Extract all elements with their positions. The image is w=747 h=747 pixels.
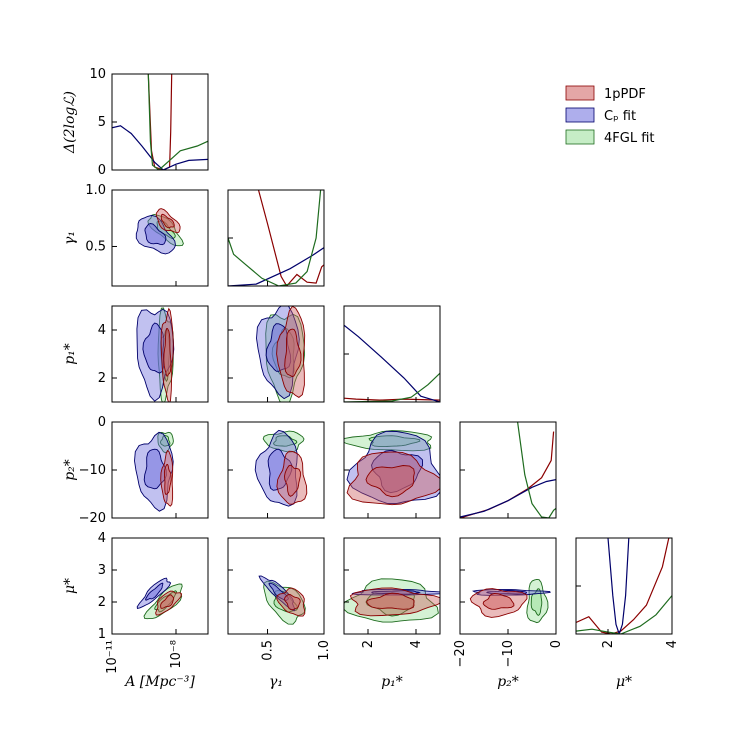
x-tick-A: 10⁻¹¹	[105, 640, 120, 674]
x-tick-p1: 4	[409, 640, 424, 648]
x-label-mu: μ*	[616, 674, 632, 690]
x-tick-p2: −20	[453, 640, 468, 667]
contour-68-c_p-fit	[268, 582, 289, 601]
contour-68-4fgl-fit	[160, 435, 171, 447]
profile-c_p-fit-A	[112, 125, 208, 170]
y-label-gamma1: γ₁	[62, 231, 78, 245]
panel-mu-vs-p1: 2 4 p₁*	[343, 537, 441, 690]
contour-68-1ppdf	[160, 213, 175, 229]
profile-4fgl-fit-p2	[517, 422, 556, 518]
contour-68-1ppdf	[366, 592, 415, 610]
contour-68-c_p-fit	[142, 322, 165, 374]
panel-mu-vs-gamma1: 0.5 1.0 γ₁	[227, 537, 332, 690]
y-tick-p1: 2	[98, 371, 106, 386]
profile-4fgl-fit-gamma1	[228, 190, 322, 286]
contour-68-c_p-fit	[265, 323, 292, 372]
contour-68-4fgl-fit	[272, 435, 298, 447]
contour-68-c_p-fit	[144, 223, 167, 246]
legend-label-c_p-fit: Cₚ fit	[604, 109, 636, 124]
legend-label-4fgl-fit: 4FGL fit	[604, 131, 654, 146]
panels: 0510Δ(2logℒ)0.51.0γ₁24p₁*−20−100p₂*10⁻¹¹…	[62, 67, 680, 690]
contour-68-1ppdf	[482, 592, 515, 610]
x-tick-p2: 0	[549, 640, 564, 648]
y-label-mu: μ*	[62, 578, 78, 594]
legend-swatch-4fgl-fit	[565, 129, 595, 145]
panel-p2-vs-gamma1	[227, 421, 325, 519]
panel-gamma1-vs-A: 0.5 1.0 γ₁	[62, 183, 209, 287]
y-tick-p1: 4	[98, 323, 106, 338]
x-tick-gamma1: 1.0	[317, 640, 332, 661]
y-tick-profile: 0	[98, 163, 106, 178]
x-tick-p2: −10	[501, 640, 516, 667]
x-label-A: A [Mpc⁻³]	[123, 674, 195, 690]
profile-c_p-fit-mu	[607, 538, 630, 634]
y-tick-mu: 3	[98, 563, 106, 578]
panel-p2-vs-A: −20 −10 0 p₂*	[62, 415, 209, 526]
y-tick-p2: −20	[79, 511, 106, 526]
profile-4fgl-fit-A	[147, 74, 208, 170]
y-label-p2: p₂*	[62, 459, 78, 481]
panel-mu-vs-p2: −20 −10 0 p₂*	[453, 537, 564, 690]
panel-p2-vs-p1	[343, 421, 441, 519]
panel-A-vs-A: 0 5 10 Δ(2logℒ)	[62, 67, 209, 178]
y-tick-p2: 0	[98, 415, 106, 430]
x-tick-p1: 2	[361, 640, 376, 648]
y-tick-mu: 2	[98, 595, 106, 610]
x-tick-mu: 4	[665, 640, 680, 648]
contour-68-1ppdf	[284, 464, 301, 497]
contour-68-1ppdf	[163, 463, 172, 496]
profile-1ppdf-gamma1	[257, 190, 324, 286]
y-tick-profile: 5	[98, 115, 106, 130]
panel-gamma1-vs-gamma1	[227, 189, 325, 287]
y-tick-mu: 4	[98, 531, 106, 546]
y-label-p1: p₁*	[62, 343, 78, 365]
legend-swatch-c_p-fit	[565, 107, 595, 123]
y-tick-mu: 1	[98, 627, 106, 642]
y-tick-profile: 10	[89, 67, 106, 82]
panel-p1-vs-A: 2 4 p₁*	[62, 305, 209, 403]
y-tick-gamma1: 1.0	[85, 183, 106, 198]
profile-c_p-fit-p1	[344, 324, 440, 402]
panel-p2-vs-p2	[459, 421, 557, 519]
x-tick-gamma1: 0.5	[261, 640, 276, 661]
panel-p1-vs-p1	[343, 305, 441, 403]
y-tick-p2: −10	[79, 463, 106, 478]
profile-4fgl-fit-p1	[344, 372, 440, 402]
contour-68-1ppdf	[284, 328, 302, 378]
profile-4fgl-fit-mu	[576, 595, 672, 634]
contour-68-1ppdf	[163, 328, 172, 377]
y-label-profile: Δ(2logℒ)	[62, 91, 78, 154]
y-tick-gamma1: 0.5	[85, 239, 106, 254]
panel-p1-vs-gamma1	[227, 305, 325, 403]
x-tick-A: 10⁻⁸	[169, 640, 184, 669]
contour-68-1ppdf	[365, 465, 415, 498]
profile-1ppdf-mu	[576, 538, 670, 634]
panel-mu-vs-mu: 2 4 μ*	[575, 537, 680, 690]
x-label-p1: p₁*	[381, 674, 403, 690]
x-label-p2: p₂*	[497, 674, 519, 690]
profile-c_p-fit-gamma1	[228, 247, 324, 286]
contour-68-4fgl-fit	[530, 588, 543, 616]
contour-68-1ppdf	[284, 594, 301, 611]
legend-swatch-1ppdf	[565, 85, 595, 101]
x-tick-mu: 2	[601, 640, 616, 648]
legend-label-1ppdf: 1pPDF	[604, 87, 646, 102]
profile-c_p-fit-p2	[460, 479, 556, 518]
panel-mu-vs-A: 10⁻¹¹ 10⁻⁸ 1 2 3 4 μ* A [Mpc⁻³]	[62, 531, 209, 690]
legend: 1pPDF Cₚ fit 4FGL fit	[565, 85, 654, 146]
x-label-gamma1: γ₁	[269, 674, 283, 690]
contour-68-c_p-fit	[145, 582, 164, 601]
contour-68-1ppdf	[160, 594, 175, 609]
